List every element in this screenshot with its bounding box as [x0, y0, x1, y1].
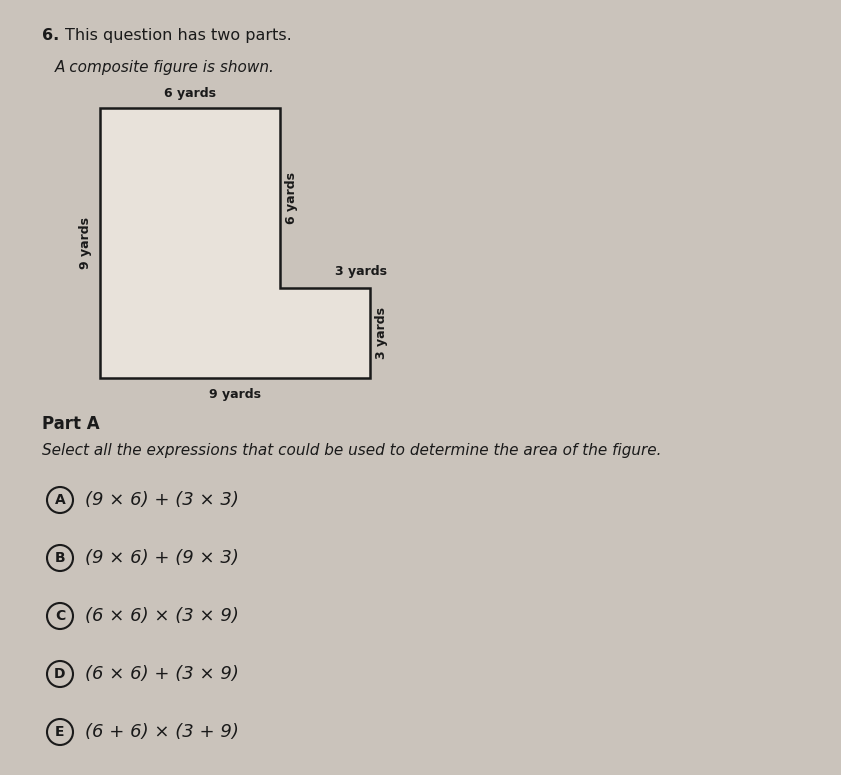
- Text: (9 × 6) + (9 × 3): (9 × 6) + (9 × 3): [85, 549, 239, 567]
- Text: 9 yards: 9 yards: [80, 217, 93, 269]
- Text: B: B: [55, 551, 66, 565]
- Polygon shape: [100, 108, 370, 378]
- Text: A composite figure is shown.: A composite figure is shown.: [55, 60, 275, 75]
- Text: (6 × 6) × (3 × 9): (6 × 6) × (3 × 9): [85, 607, 239, 625]
- Text: 9 yards: 9 yards: [209, 388, 261, 401]
- Text: E: E: [56, 725, 65, 739]
- Text: (6 × 6) + (3 × 9): (6 × 6) + (3 × 9): [85, 665, 239, 683]
- Text: 3 yards: 3 yards: [375, 307, 389, 359]
- Text: Part A: Part A: [42, 415, 99, 433]
- Text: This question has two parts.: This question has two parts.: [65, 28, 292, 43]
- Text: 3 yards: 3 yards: [335, 265, 387, 278]
- Text: D: D: [55, 667, 66, 681]
- Text: 6.: 6.: [42, 28, 59, 43]
- Text: Select all the expressions that could be used to determine the area of the figur: Select all the expressions that could be…: [42, 443, 662, 458]
- Text: (9 × 6) + (3 × 3): (9 × 6) + (3 × 3): [85, 491, 239, 509]
- Text: C: C: [55, 609, 65, 623]
- Text: A: A: [55, 493, 66, 507]
- Text: (6 + 6) × (3 + 9): (6 + 6) × (3 + 9): [85, 723, 239, 741]
- Text: 6 yards: 6 yards: [164, 87, 216, 100]
- Text: 6 yards: 6 yards: [285, 172, 299, 224]
